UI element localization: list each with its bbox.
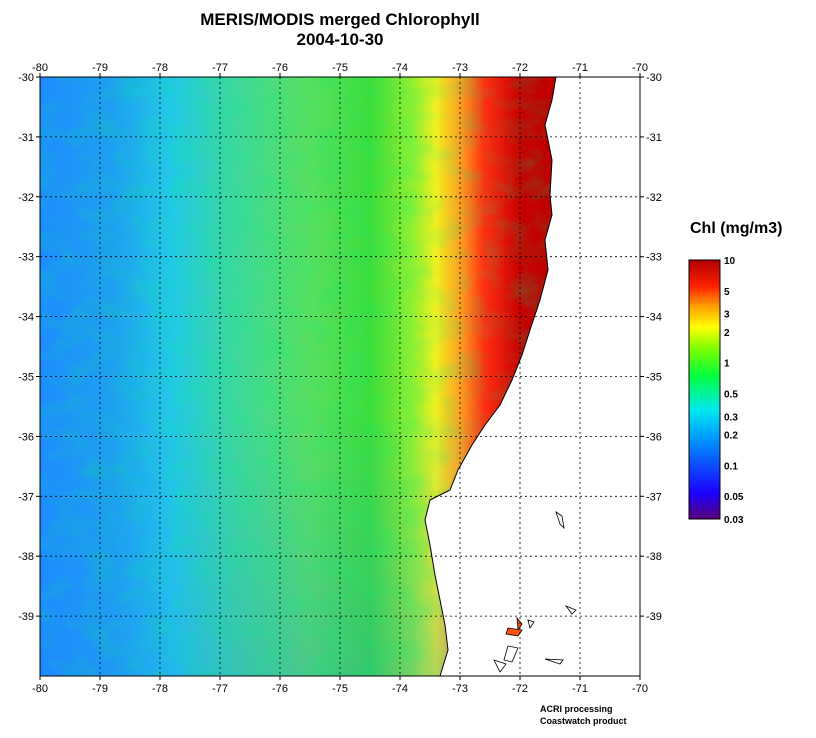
map-date: 2004-10-30 [296, 30, 384, 49]
lat-tick-label-left: -38 [18, 551, 34, 563]
lat-tick-label-right: -31 [646, 132, 662, 144]
lon-tick-label-bottom: -75 [332, 683, 348, 695]
lat-tick-label-right: -37 [646, 491, 662, 503]
colorbar-label: 0.5 [724, 390, 738, 401]
lon-tick-label-top: -79 [92, 62, 108, 74]
lon-tick-label-bottom: -74 [392, 683, 408, 695]
colorbar-label: 2 [724, 328, 730, 339]
lat-tick-label-left: -34 [18, 312, 34, 324]
colorbar-title: Chl (mg/m3) [690, 220, 783, 237]
lon-tick-label-top: -73 [452, 62, 468, 74]
lat-tick-label-right: -35 [646, 372, 662, 384]
lat-tick-label-right: -34 [646, 312, 662, 324]
lon-tick-label-bottom: -76 [272, 683, 288, 695]
graticule [36, 73, 644, 680]
lat-tick-label-left: -37 [18, 491, 34, 503]
lat-tick-label-right: -39 [646, 611, 662, 623]
colorbar-label: 0.1 [724, 461, 738, 472]
island [527, 619, 535, 629]
island [555, 511, 565, 530]
lat-tick-label-right: -32 [646, 192, 662, 204]
lat-tick-label-right: -36 [646, 431, 662, 443]
lat-tick-label-right: -30 [646, 72, 662, 84]
credit-product: Coastwatch product [540, 716, 627, 726]
lon-tick-label-top: -78 [152, 62, 168, 74]
lon-tick-label-bottom: -78 [152, 683, 168, 695]
lon-tick-label-top: -75 [332, 62, 348, 74]
colorbar-label: 5 [724, 287, 730, 298]
map-title: MERIS/MODIS merged Chlorophyll [200, 10, 480, 29]
colorbar [688, 259, 721, 520]
colorbar-label: 0.2 [724, 430, 738, 441]
island [503, 645, 519, 663]
lat-tick-label-left: -30 [18, 72, 34, 84]
lon-tick-label-bottom: -80 [32, 683, 48, 695]
island [544, 658, 564, 665]
colorbar-label: 3 [724, 310, 730, 321]
lon-tick-label-top: -74 [392, 62, 408, 74]
lon-tick-label-top: -77 [212, 62, 228, 74]
lat-tick-label-right: -38 [646, 551, 662, 563]
lon-tick-label-bottom: -79 [92, 683, 108, 695]
lon-tick-label-top: -70 [632, 62, 648, 74]
colorbar-labels: 10 5 3 2 1 0.5 0.3 0.2 0.1 0.05 0.03 [724, 256, 744, 526]
map-frame [39, 76, 641, 677]
lon-tick-label-top: -71 [572, 62, 588, 74]
colorbar-label: 0.03 [724, 515, 744, 526]
lat-tick-label-left: -39 [18, 611, 34, 623]
colorbar-label: 0.05 [724, 492, 744, 503]
lon-tick-label-bottom: -70 [632, 683, 648, 695]
lon-tick-label-bottom: -73 [452, 683, 468, 695]
lat-tick-label-left: -35 [18, 372, 34, 384]
lon-tick-label-top: -76 [272, 62, 288, 74]
lon-tick-label-bottom: -77 [212, 683, 228, 695]
lon-tick-label-top: -80 [32, 62, 48, 74]
lat-tick-label-left: -36 [18, 431, 34, 443]
lat-tick-label-left: -31 [18, 132, 34, 144]
lon-tick-label-bottom: -71 [572, 683, 588, 695]
lat-tick-label-right: -33 [646, 252, 662, 264]
tick-labels: -80 -80 -79 -79 -78 -78 -77 -77 -76 -76 -75 -75 -74 -… [18, 62, 662, 695]
colorbar-label: 10 [724, 256, 736, 267]
lat-tick-label-left: -33 [18, 252, 34, 264]
island [505, 627, 523, 637]
credit-processing: ACRI processing [540, 704, 613, 714]
lon-tick-label-bottom: -72 [512, 683, 528, 695]
lat-tick-label-left: -32 [18, 192, 34, 204]
land-mass [424, 77, 640, 676]
island [564, 605, 577, 615]
colorbar-label: 0.3 [724, 412, 738, 423]
island [493, 659, 507, 673]
colorbar-label: 1 [724, 359, 730, 370]
lon-tick-label-top: -72 [512, 62, 528, 74]
